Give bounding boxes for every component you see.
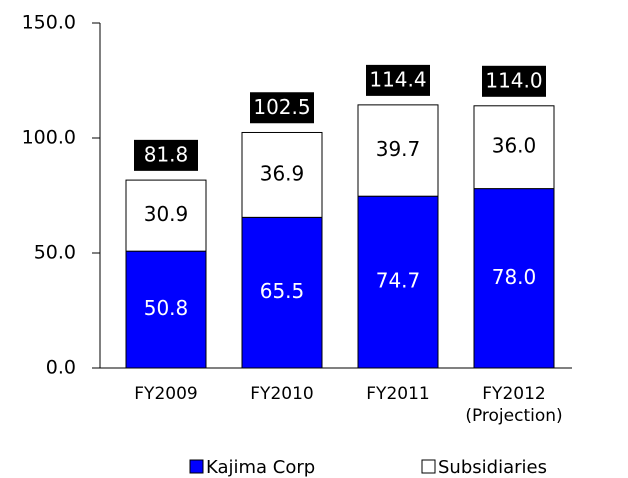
- value-label: 50.8: [144, 296, 189, 320]
- bar-segment: [125, 179, 207, 252]
- total-label: 81.8: [144, 142, 189, 166]
- x-tick-label: FY2011: [366, 384, 430, 404]
- legend-swatch: [421, 459, 436, 474]
- y-tick-label: 150.0: [22, 12, 76, 34]
- y-tick-label: 0.0: [46, 357, 76, 379]
- value-label: 36.0: [492, 134, 537, 158]
- bar-segment: [357, 195, 439, 369]
- y-tick-label: 100.0: [22, 127, 76, 149]
- bar-segment: [241, 216, 323, 369]
- legend-swatch: [189, 459, 204, 474]
- total-box: [250, 92, 314, 124]
- legend-label: Kajima Corp: [206, 457, 315, 478]
- total-box: [482, 65, 546, 97]
- total-box: [366, 64, 430, 96]
- total-label: 114.0: [485, 68, 542, 92]
- total-label: 102.5: [253, 95, 310, 119]
- bar-segment: [357, 104, 439, 197]
- x-tick-label: FY2009: [134, 384, 198, 404]
- bar-segment: [241, 131, 323, 218]
- total-label: 114.4: [369, 67, 426, 91]
- value-label: 65.5: [260, 279, 305, 303]
- x-tick-label: FY2010: [250, 384, 314, 404]
- x-tick-label: FY2012 (Projection): [465, 384, 563, 426]
- legend-label: Subsidiaries: [438, 457, 547, 478]
- value-label: 36.9: [260, 161, 305, 185]
- value-label: 74.7: [376, 269, 421, 293]
- bar-segment: [125, 250, 207, 369]
- total-box: [134, 139, 198, 171]
- value-label: 30.9: [144, 202, 189, 226]
- y-tick-label: 50.0: [34, 242, 76, 264]
- bar-segment: [473, 188, 555, 369]
- bar-segment: [473, 105, 555, 190]
- value-label: 78.0: [492, 265, 537, 289]
- value-label: 39.7: [376, 137, 421, 161]
